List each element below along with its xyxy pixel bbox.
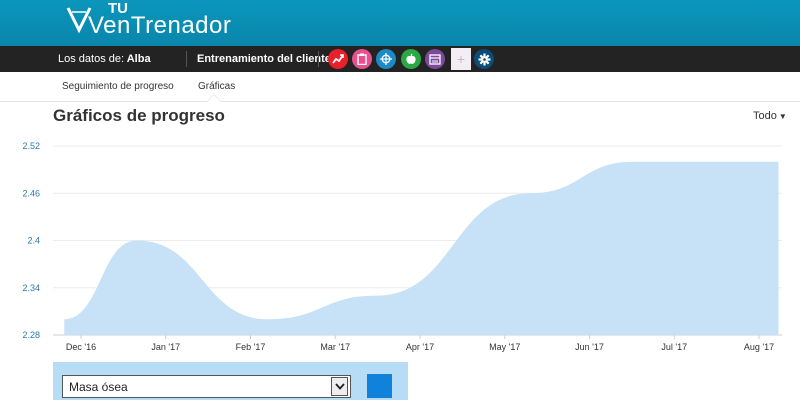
tab-progress-tracking[interactable]: Seguimiento de progreso — [62, 81, 174, 92]
target-icon — [380, 53, 392, 65]
x-axis: Dec '16 Jan '17 Feb '17 Mar '17 Apr '17 May '… — [66, 335, 774, 352]
add-button[interactable]: + — [451, 48, 471, 70]
clipboard-button[interactable] — [352, 49, 372, 69]
y-axis: 2.52 2.46 2.4 2.34 2.28 — [22, 141, 40, 340]
x-tick-label: Mar '17 — [320, 342, 350, 352]
range-label: Todo — [753, 110, 777, 122]
apple-icon — [406, 53, 416, 64]
progress-button[interactable] — [328, 49, 348, 69]
logo-superscript: TU — [108, 0, 128, 17]
x-tick-label: Jan '17 — [151, 342, 180, 352]
y-tick-label: 2.52 — [22, 141, 40, 151]
chevron-down-icon — [334, 383, 345, 390]
client-data-label[interactable]: Los datos de: Alba — [58, 53, 151, 65]
metric-select[interactable]: Masa ósea — [62, 375, 351, 398]
clipboard-icon — [357, 53, 367, 65]
nav-divider — [186, 51, 187, 67]
settings-button[interactable] — [474, 49, 494, 69]
client-nav-bar: Los datos de: Alba Entrenamiento del cli… — [0, 46, 800, 72]
x-tick-label: May '17 — [489, 342, 520, 352]
nav-divider — [318, 51, 319, 67]
y-tick-label: 2.34 — [22, 283, 40, 293]
x-tick-label: Jun '17 — [575, 342, 604, 352]
plus-icon: + — [456, 51, 466, 67]
nutrition-button[interactable] — [401, 49, 421, 69]
range-dropdown[interactable]: Todo ▼ — [753, 110, 787, 122]
calendar-button[interactable] — [425, 49, 445, 69]
y-tick-label: 2.28 — [22, 330, 40, 340]
target-button[interactable] — [376, 49, 396, 69]
tab-charts[interactable]: Gráficas — [198, 81, 236, 92]
x-tick-label: Jul '17 — [661, 342, 687, 352]
client-data-prefix: Los datos de: — [58, 53, 125, 65]
active-tab-indicator-fill — [207, 95, 221, 102]
chevron-down-icon: ▼ — [778, 112, 787, 121]
y-tick-label: 2.46 — [22, 188, 40, 198]
chart-area-series — [64, 161, 779, 335]
x-tick-label: Aug '17 — [744, 342, 774, 352]
gear-icon — [478, 53, 490, 65]
sub-navigation: Seguimiento de progreso Gráficas — [0, 72, 800, 102]
app-header: TU VenTrenador — [0, 0, 800, 46]
logo-text: VenTrenador — [88, 12, 232, 39]
progress-icon — [332, 54, 344, 64]
calendar-icon — [429, 54, 441, 65]
x-tick-label: Dec '16 — [66, 342, 96, 352]
logo-mark-icon — [66, 7, 92, 34]
apply-filter-button[interactable] — [367, 374, 392, 398]
x-tick-label: Feb '17 — [236, 342, 266, 352]
metric-select-value: Masa ósea — [69, 380, 128, 394]
client-training-link[interactable]: Entrenamiento del cliente — [197, 53, 331, 65]
y-tick-label: 2.4 — [27, 236, 40, 246]
client-name: Alba — [126, 53, 151, 65]
page-title: Gráficos de progreso — [53, 106, 225, 125]
progress-chart: 2.52 2.46 2.4 2.34 2.28 Dec '16 Jan '17 Feb '1… — [22, 141, 782, 352]
metric-select-toggle[interactable] — [331, 377, 348, 396]
x-tick-label: Apr '17 — [406, 342, 434, 352]
